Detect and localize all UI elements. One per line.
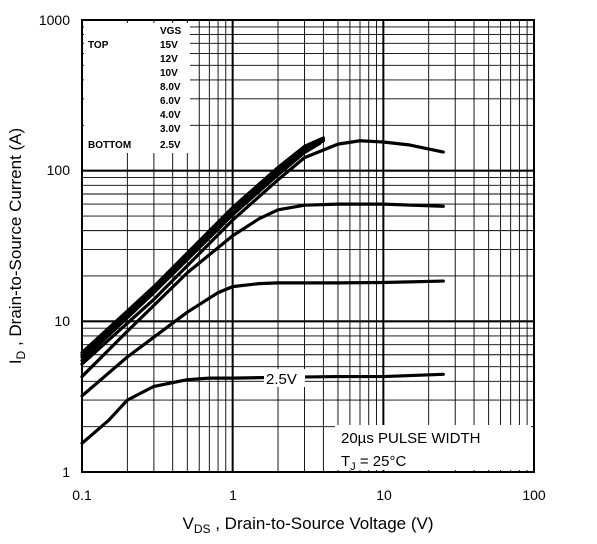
x-axis-label: VDS , Drain-to-Source Voltage (V) (183, 514, 434, 536)
legend-entry: 2.5V (160, 140, 181, 151)
y-tick-label: 1 (62, 464, 70, 480)
series-line-vgs-3-0v (80, 279, 445, 398)
x-tick-label: 10 (376, 487, 392, 503)
series-lines (80, 136, 445, 445)
legend: VGS TOP 15V 12V 10V 8.0V 6.0V 4.0V 3.0V … (84, 23, 190, 153)
series-line-vgs-6-0v (80, 139, 445, 366)
junction-temperature-note: TJ = 25°C (341, 453, 406, 473)
legend-entry: 12V (160, 54, 178, 65)
legend-background (84, 23, 190, 153)
x-tick-labels: 0.1 1 10 100 (72, 487, 546, 503)
legend-entry: 6.0V (160, 96, 181, 107)
legend-top-label: TOP (88, 40, 109, 51)
y-axis-label: ID , Drain-to-Source Current (A) (6, 128, 28, 364)
curve-label-group: 2.5V (264, 369, 305, 388)
series-line-vgs-8-0v (80, 141, 322, 363)
conditions-background (335, 425, 531, 470)
x-tick-label: 100 (522, 487, 546, 503)
series-line-vgs-4-0v (80, 202, 445, 379)
legend-entry: 8.0V (160, 82, 181, 93)
pulse-width-note: 20µs PULSE WIDTH (341, 430, 481, 447)
conditions-annotation: 20µs PULSE WIDTH TJ = 25°C (335, 425, 531, 473)
y-tick-label: 100 (47, 162, 71, 178)
series-line-vgs-2-5v (80, 372, 445, 445)
legend-header: VGS (160, 26, 181, 37)
legend-entry: 15V (160, 40, 178, 51)
y-tick-labels: 1 10 100 1000 (39, 12, 70, 480)
y-tick-label: 1000 (39, 12, 70, 28)
legend-entry: 3.0V (160, 124, 181, 135)
legend-bottom-label: BOTTOM (88, 140, 131, 151)
curve-label-2-5v: 2.5V (266, 371, 297, 388)
legend-entry: 10V (160, 68, 178, 79)
x-tick-label: 1 (229, 487, 237, 503)
legend-entry: 4.0V (160, 110, 181, 121)
series-line-vgs-10v (80, 139, 325, 359)
y-tick-label: 10 (54, 313, 70, 329)
curve-label-background (264, 369, 305, 387)
plot-frame (81, 19, 535, 473)
x-tick-label: 0.1 (72, 487, 92, 503)
